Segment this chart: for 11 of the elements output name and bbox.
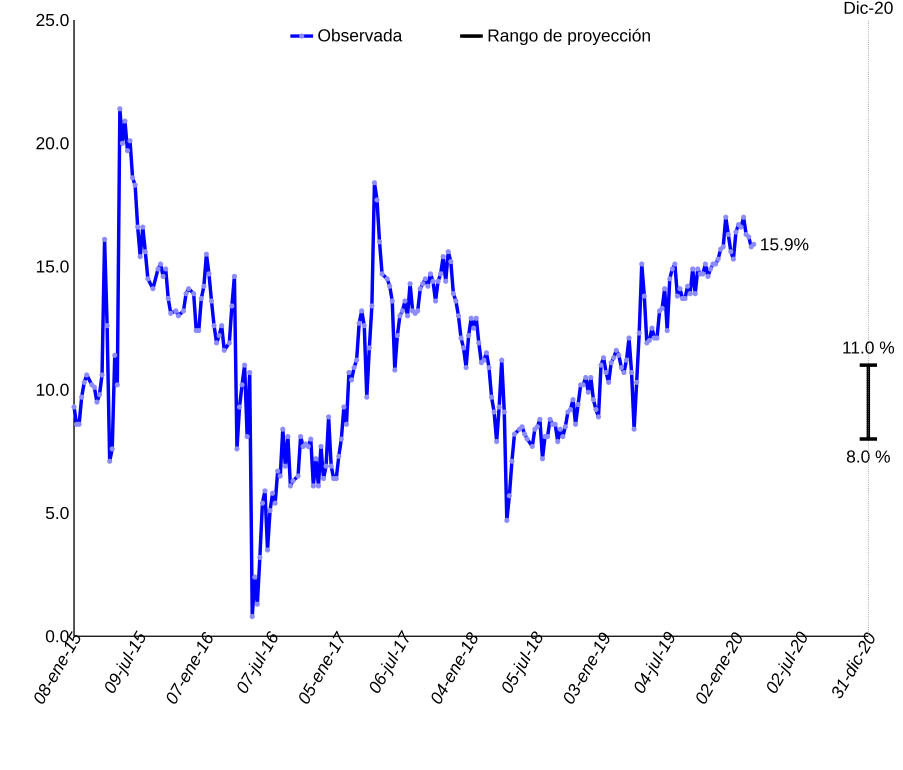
y-tick-label: 5.0 <box>46 506 69 519</box>
legend-label: Observada <box>318 28 402 42</box>
annotation: 15.9% <box>761 238 808 250</box>
legend-label: Rango de proyección <box>488 28 650 45</box>
data-label: 8.0 % <box>846 450 890 463</box>
y-tick-label: 15.0 <box>36 260 69 272</box>
y-tick-label: 10.0 <box>36 383 69 396</box>
data-label: 11.0 % <box>843 341 894 354</box>
y-tick-label: 25.0 <box>36 14 69 26</box>
y-tick-label: 20.0 <box>36 136 69 150</box>
ref-line-label: Dic-20 <box>844 1 893 14</box>
